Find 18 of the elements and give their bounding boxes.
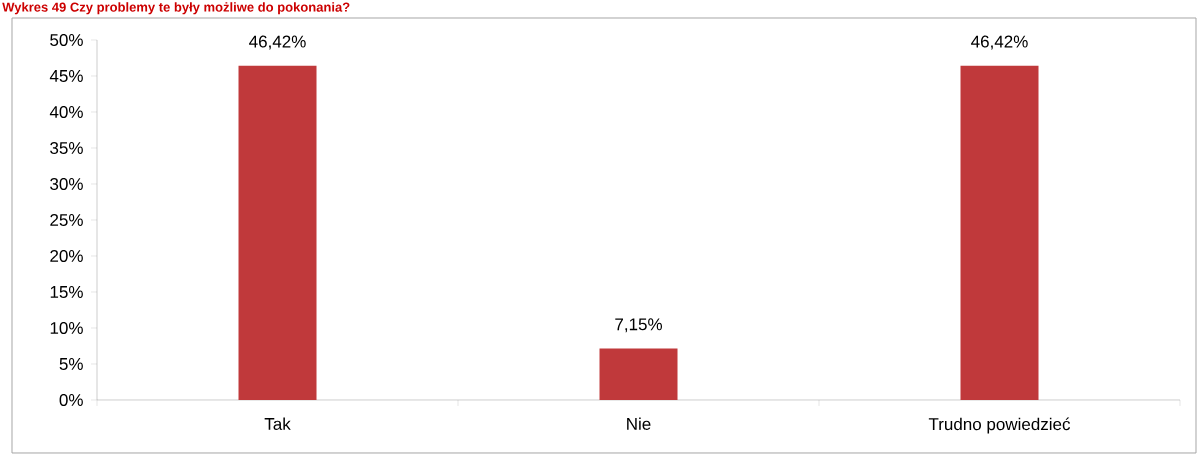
y-tick-label: 10% [50, 321, 83, 335]
y-tick-label: 25% [50, 213, 83, 227]
y-tick-label: 40% [49, 105, 83, 119]
x-tick-label: Nie [627, 417, 651, 430]
y-tick-label: 50% [50, 33, 83, 47]
y-tick-label: 5% [59, 358, 83, 370]
data-label: 46,42% [249, 35, 306, 50]
y-tick-label: 30% [50, 177, 83, 191]
data-label: 46,42% [971, 35, 1028, 50]
y-tick-label: 0% [59, 393, 83, 407]
y-tick-label: 20% [50, 249, 83, 263]
x-tick-label: Tak [264, 417, 291, 430]
x-tick-label: Trudno powiedzieć [928, 417, 1071, 434]
y-tick-label: 35% [50, 141, 83, 155]
y-tick-label: 15% [50, 286, 83, 298]
chart-title: Wykres 49 Czy problemy te były możliwe do pokonania? [2, 2, 350, 15]
y-tick-label: 45% [49, 70, 83, 82]
data-label: 7,15% [615, 318, 662, 333]
